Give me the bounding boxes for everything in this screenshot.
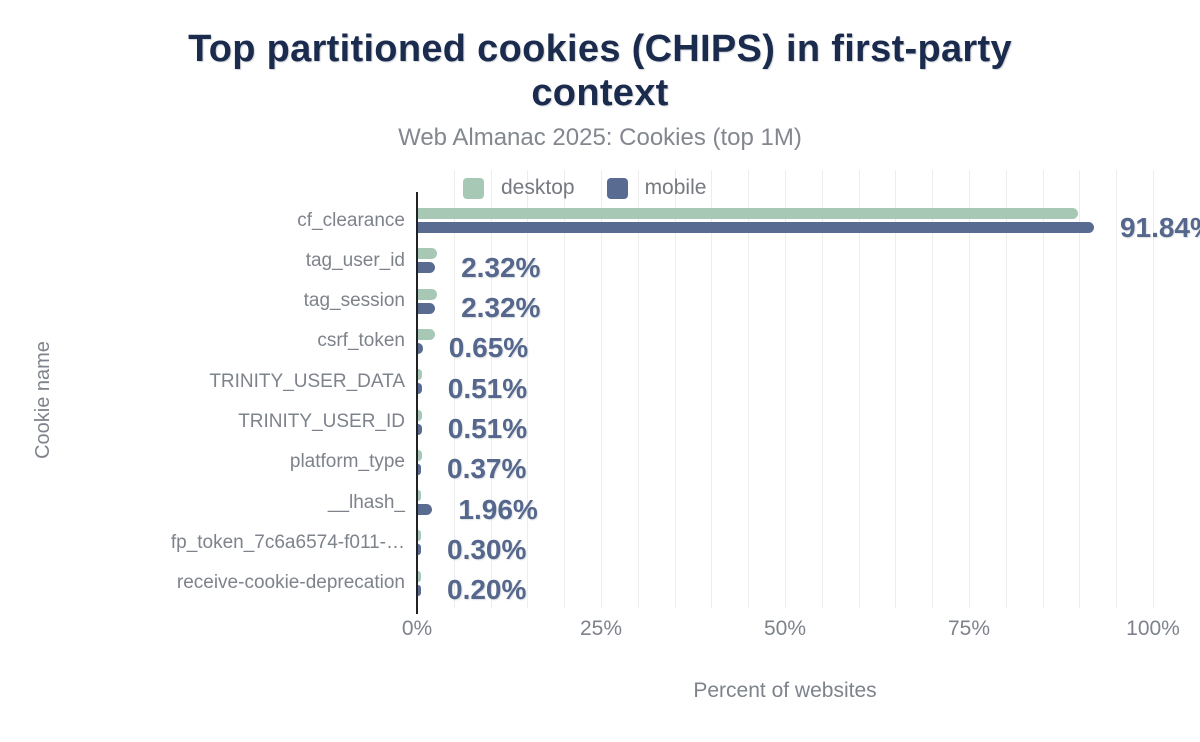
bar-mobile <box>418 262 436 274</box>
category-label: receive-cookie-deprecation <box>176 572 405 594</box>
bar-desktop <box>418 288 438 300</box>
gridline <box>1153 170 1154 608</box>
bar-mobile <box>418 423 422 435</box>
gridline <box>601 170 602 608</box>
value-label: 2.32% <box>461 292 541 324</box>
value-label: 0.51% <box>447 372 528 404</box>
value-label: 2.32% <box>461 251 541 283</box>
chart-title-line1: Top partitioned cookies (CHIPS) in first… <box>188 28 1012 70</box>
gridline <box>674 170 676 608</box>
category-label: platform_type <box>289 451 405 473</box>
legend-label-mobile: mobile <box>644 176 707 199</box>
mobile-swatch-icon <box>606 177 628 199</box>
y-axis-title: Cookie name <box>32 341 54 459</box>
gridline <box>969 170 970 608</box>
gridline <box>1116 170 1118 608</box>
value-label: 91.84% <box>1119 211 1200 243</box>
gridline <box>637 170 639 608</box>
gridline <box>711 170 713 608</box>
bar-desktop <box>418 409 423 421</box>
gridline <box>1005 170 1007 608</box>
bar-mobile <box>418 342 423 354</box>
x-tick-label: 100% <box>1126 617 1180 640</box>
category-label: tag_session <box>303 290 405 312</box>
y-axis-line <box>416 192 418 614</box>
bar-mobile <box>418 504 433 516</box>
desktop-swatch-icon <box>463 177 484 199</box>
bar-mobile <box>418 302 436 314</box>
bar-desktop <box>418 490 421 502</box>
value-label: 0.65% <box>448 332 529 364</box>
gridline <box>1042 170 1044 608</box>
gridline <box>895 170 897 608</box>
category-label: fp_token_7c6a6574-f011-… <box>170 531 405 553</box>
category-label: __lhash_ <box>327 491 405 513</box>
bar-desktop <box>418 208 1079 219</box>
gridline <box>821 170 823 608</box>
legend-item-desktop: desktop <box>463 176 575 200</box>
gridline <box>932 170 934 608</box>
bar-mobile <box>418 222 1094 233</box>
value-label: 0.20% <box>447 574 527 606</box>
bar-mobile <box>418 383 422 395</box>
bar-desktop <box>418 530 421 542</box>
legend: desktop mobile <box>463 176 706 200</box>
x-tick-label: 50% <box>763 617 807 640</box>
gridline <box>564 170 566 608</box>
bar-desktop <box>418 248 438 260</box>
gridline <box>527 170 529 608</box>
legend-label-desktop: desktop <box>501 176 575 199</box>
bar-desktop <box>418 328 435 340</box>
x-tick-label: 25% <box>579 617 623 640</box>
chart-subtitle: Web Almanac 2025: Cookies (top 1M) <box>398 124 802 151</box>
x-axis-title: Percent of websites <box>693 679 877 702</box>
chart-title-line2: context <box>531 72 669 114</box>
gridline <box>490 170 492 608</box>
bar-desktop <box>418 570 421 582</box>
chart-title: Top partitioned cookies (CHIPS) in first… <box>80 27 1120 115</box>
gridline <box>1079 170 1081 608</box>
value-label: 0.30% <box>447 533 527 565</box>
category-label: tag_user_id <box>305 249 405 271</box>
category-label: cf_clearance <box>297 209 405 231</box>
x-tick-label: 75% <box>947 617 991 640</box>
gridline <box>785 170 786 608</box>
legend-item-mobile: mobile <box>606 176 707 200</box>
bar-mobile <box>418 463 421 475</box>
category-label: csrf_token <box>317 330 405 352</box>
bar-mobile <box>418 544 421 556</box>
x-tick-label: 0% <box>401 617 433 640</box>
value-label: 0.37% <box>447 453 527 485</box>
value-label: 0.51% <box>447 413 528 444</box>
gridline <box>453 170 455 608</box>
gridline <box>858 170 860 608</box>
bar-desktop <box>418 369 423 381</box>
value-label: 1.96% <box>458 493 538 525</box>
category-label: TRINITY_USER_DATA <box>209 370 405 392</box>
category-label: TRINITY_USER_ID <box>238 411 405 432</box>
gridline <box>748 170 750 608</box>
bar-mobile <box>418 584 421 596</box>
bar-desktop <box>418 449 422 461</box>
